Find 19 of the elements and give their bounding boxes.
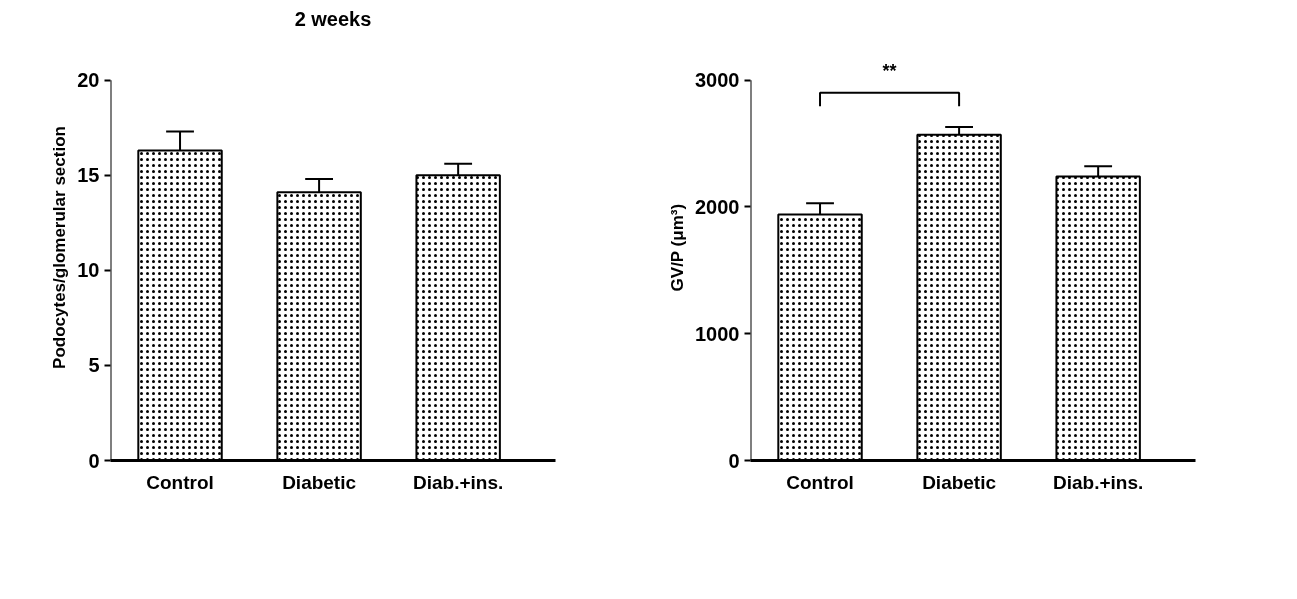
y-axis-title: Podocytes/glomerular section (50, 126, 70, 369)
x-tick-label: Control (786, 471, 854, 493)
y-tick-label: 1000 (695, 322, 740, 345)
y-tick-label: 0 (88, 449, 100, 472)
x-tick-label: Diabetic (922, 471, 997, 493)
x-tick-label: Control (146, 471, 214, 493)
y-tick-label: 10 (77, 259, 100, 282)
y-axis-title: GV/P (μm³) (668, 203, 688, 292)
x-tick-label: Diab.+ins. (1053, 471, 1144, 493)
x-tick-label: Diab.+ins. (413, 471, 504, 493)
annotation: ** (882, 61, 897, 82)
y-tick-label: 3000 (695, 69, 740, 92)
x-tick-label: Diabetic (282, 471, 357, 493)
y-tick-label: 2000 (695, 195, 740, 218)
y-tick-label: 5 (88, 354, 100, 377)
y-tick-label: 0 (728, 449, 740, 472)
y-tick-label: 20 (77, 69, 100, 92)
y-tick-label: 15 (77, 164, 100, 187)
chart-title: 2 weeks (294, 7, 372, 30)
